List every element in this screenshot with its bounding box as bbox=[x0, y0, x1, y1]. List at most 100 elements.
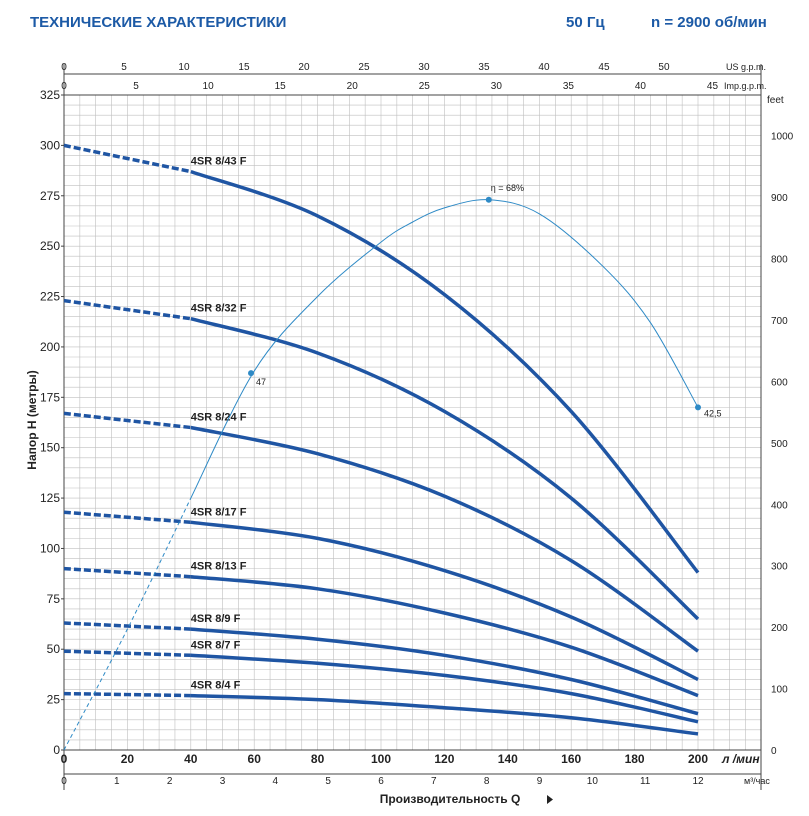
x-axis-title: Производительность Q bbox=[380, 792, 521, 806]
us-gpm-tick-label: 50 bbox=[658, 62, 670, 73]
feet-tick-label: 800 bbox=[771, 255, 788, 266]
y-tick-label: 300 bbox=[40, 138, 60, 152]
pump-curve bbox=[190, 425, 700, 653]
m3h-tick-label: 10 bbox=[587, 776, 599, 787]
efficiency-marker bbox=[485, 196, 492, 203]
imp-gpm-tick-label: 45 bbox=[707, 81, 719, 92]
pump-curve-label: 4SR 8/7 F bbox=[191, 639, 241, 651]
feet-tick-label: 900 bbox=[771, 193, 788, 204]
us-gpm-tick-label: 25 bbox=[358, 62, 370, 73]
y-tick-label: 200 bbox=[40, 340, 60, 354]
x-tick-label: 160 bbox=[561, 752, 581, 766]
pump-curve-dashed bbox=[63, 143, 192, 174]
feet-tick-label: 100 bbox=[771, 685, 788, 696]
x-tick-label: 20 bbox=[121, 752, 135, 766]
m3h-tick-label: 7 bbox=[431, 776, 437, 787]
m3h-tick-label: 1 bbox=[114, 776, 120, 787]
efficiency-curve-dashed bbox=[63, 497, 192, 751]
x-tick-label: 120 bbox=[434, 752, 454, 766]
us-gpm-unit-label: US g.p.m. bbox=[726, 62, 766, 72]
imp-gpm-unit-label: Imp.g.p.m. bbox=[724, 81, 767, 91]
feet-tick-label: 300 bbox=[771, 562, 788, 573]
us-gpm-tick-label: 40 bbox=[538, 62, 550, 73]
m3h-tick-label: 4 bbox=[273, 776, 279, 787]
pump-curve bbox=[190, 627, 699, 716]
x-tick-label: 60 bbox=[248, 752, 262, 766]
efficiency-marker bbox=[248, 370, 255, 377]
pump-curve-label: 4SR 8/13 F bbox=[191, 561, 247, 573]
y-tick-label: 75 bbox=[47, 592, 61, 606]
feet-tick-label: 1000 bbox=[771, 132, 794, 143]
y-tick-label: 0 bbox=[53, 743, 60, 757]
x-tick-label: 140 bbox=[498, 752, 518, 766]
imp-gpm-tick-label: 0 bbox=[61, 81, 67, 92]
x-unit-label: л /мин bbox=[721, 752, 760, 766]
pump-curve-dashed bbox=[63, 621, 191, 631]
pump-curve-label: 4SR 8/9 F bbox=[191, 613, 241, 625]
imp-gpm-tick-label: 10 bbox=[203, 81, 215, 92]
y-tick-label: 125 bbox=[40, 491, 60, 505]
pump-curve-dashed bbox=[63, 298, 192, 321]
efficiency-marker-label: 47 bbox=[256, 377, 266, 387]
pump-curve bbox=[190, 169, 700, 574]
efficiency-marker-label: η = 68% bbox=[491, 183, 524, 193]
us-gpm-tick-label: 0 bbox=[61, 62, 67, 73]
pump-curve-label: 4SR 8/4 F bbox=[191, 680, 241, 692]
imp-gpm-tick-label: 40 bbox=[635, 81, 647, 92]
speed-label: n = 2900 об/мин bbox=[651, 14, 767, 31]
imp-gpm-tick-label: 20 bbox=[347, 81, 359, 92]
y-axis-title: Напор H (метры) bbox=[25, 370, 39, 469]
x-tick-label: 80 bbox=[311, 752, 325, 766]
imp-gpm-tick-label: 15 bbox=[275, 81, 287, 92]
m3h-tick-label: 3 bbox=[220, 776, 226, 787]
x-axis-arrow-icon bbox=[547, 795, 553, 804]
pump-curve-dashed bbox=[63, 566, 191, 579]
imp-gpm-tick-label: 30 bbox=[491, 81, 503, 92]
us-gpm-tick-label: 35 bbox=[478, 62, 490, 73]
feet-unit-label: feet bbox=[767, 95, 784, 106]
pump-curve-dashed bbox=[63, 411, 191, 430]
imp-gpm-tick-label: 25 bbox=[419, 81, 431, 92]
m3h-tick-label: 12 bbox=[692, 776, 704, 787]
pump-curve bbox=[190, 317, 700, 621]
m3h-tick-label: 8 bbox=[484, 776, 490, 787]
x-tick-label: 40 bbox=[184, 752, 198, 766]
feet-tick-label: 700 bbox=[771, 316, 788, 327]
y-tick-label: 50 bbox=[47, 642, 61, 656]
pump-curve-label: 4SR 8/24 F bbox=[191, 412, 247, 424]
feet-tick-label: 0 bbox=[771, 746, 777, 757]
y-tick-label: 100 bbox=[40, 541, 60, 555]
x-tick-label: 180 bbox=[625, 752, 645, 766]
us-gpm-tick-label: 20 bbox=[298, 62, 310, 73]
efficiency-curve bbox=[190, 199, 699, 499]
y-tick-label: 325 bbox=[40, 88, 60, 102]
y-tick-label: 225 bbox=[40, 290, 60, 304]
m3h-tick-label: 0 bbox=[61, 776, 67, 787]
us-gpm-tick-label: 15 bbox=[238, 62, 250, 73]
pump-curve-label: 4SR 8/43 F bbox=[191, 156, 247, 168]
pump-curve-label: 4SR 8/32 F bbox=[191, 303, 247, 315]
pump-curve bbox=[190, 520, 699, 682]
feet-tick-label: 600 bbox=[771, 377, 788, 388]
x-tick-label: 0 bbox=[61, 752, 68, 766]
m3h-unit-label: м³/час bbox=[744, 776, 770, 786]
y-tick-label: 25 bbox=[47, 693, 61, 707]
feet-tick-label: 200 bbox=[771, 623, 788, 634]
y-tick-label: 250 bbox=[40, 239, 60, 253]
y-tick-label: 175 bbox=[40, 390, 60, 404]
feet-tick-label: 400 bbox=[771, 500, 788, 511]
us-gpm-tick-label: 30 bbox=[418, 62, 430, 73]
frequency-label: 50 Гц bbox=[566, 14, 605, 31]
m3h-tick-label: 9 bbox=[537, 776, 543, 787]
m3h-tick-label: 2 bbox=[167, 776, 173, 787]
m3h-tick-label: 6 bbox=[378, 776, 384, 787]
efficiency-marker bbox=[695, 404, 701, 411]
pump-curve-dashed bbox=[63, 510, 191, 525]
feet-tick-label: 500 bbox=[771, 439, 788, 450]
x-tick-label: 100 bbox=[371, 752, 391, 766]
pump-curve bbox=[190, 574, 699, 698]
us-gpm-tick-label: 45 bbox=[598, 62, 610, 73]
pump-curve bbox=[190, 653, 699, 724]
x-tick-label: 200 bbox=[688, 752, 708, 766]
